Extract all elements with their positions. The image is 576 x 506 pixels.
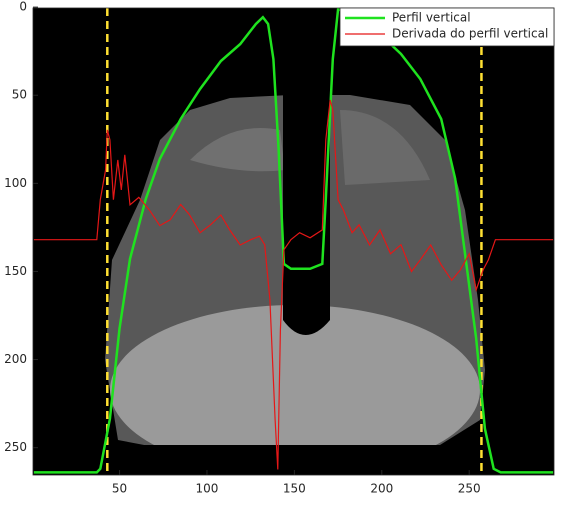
axes: 50 100 150 200 250 0 50 100 150 200 250 (4, 0, 554, 496)
x-tick-label: 100 (196, 482, 219, 496)
y-tick-label: 50 (12, 88, 27, 102)
x-tick-label: 200 (370, 482, 393, 496)
x-tick-label: 250 (458, 482, 481, 496)
y-tick-label: 200 (4, 352, 27, 366)
y-tick-label: 0 (19, 0, 27, 14)
x-tick-label: 150 (283, 482, 306, 496)
plot-frame (32, 7, 555, 476)
legend-box (339, 7, 555, 47)
legend: Perfil vertical Derivada do perfil vertic… (339, 7, 555, 47)
series-line (33, 99, 554, 470)
image-background (105, 95, 488, 475)
x-tick-label: 50 (112, 482, 127, 496)
legend-label: Perfil vertical (392, 11, 471, 25)
y-tick-label: 100 (4, 176, 27, 190)
legend-label: Derivada do perfil vertical (392, 27, 548, 41)
y-tick-label: 250 (4, 440, 27, 454)
series-line (33, 8, 554, 474)
y-tick-label: 150 (4, 264, 27, 278)
